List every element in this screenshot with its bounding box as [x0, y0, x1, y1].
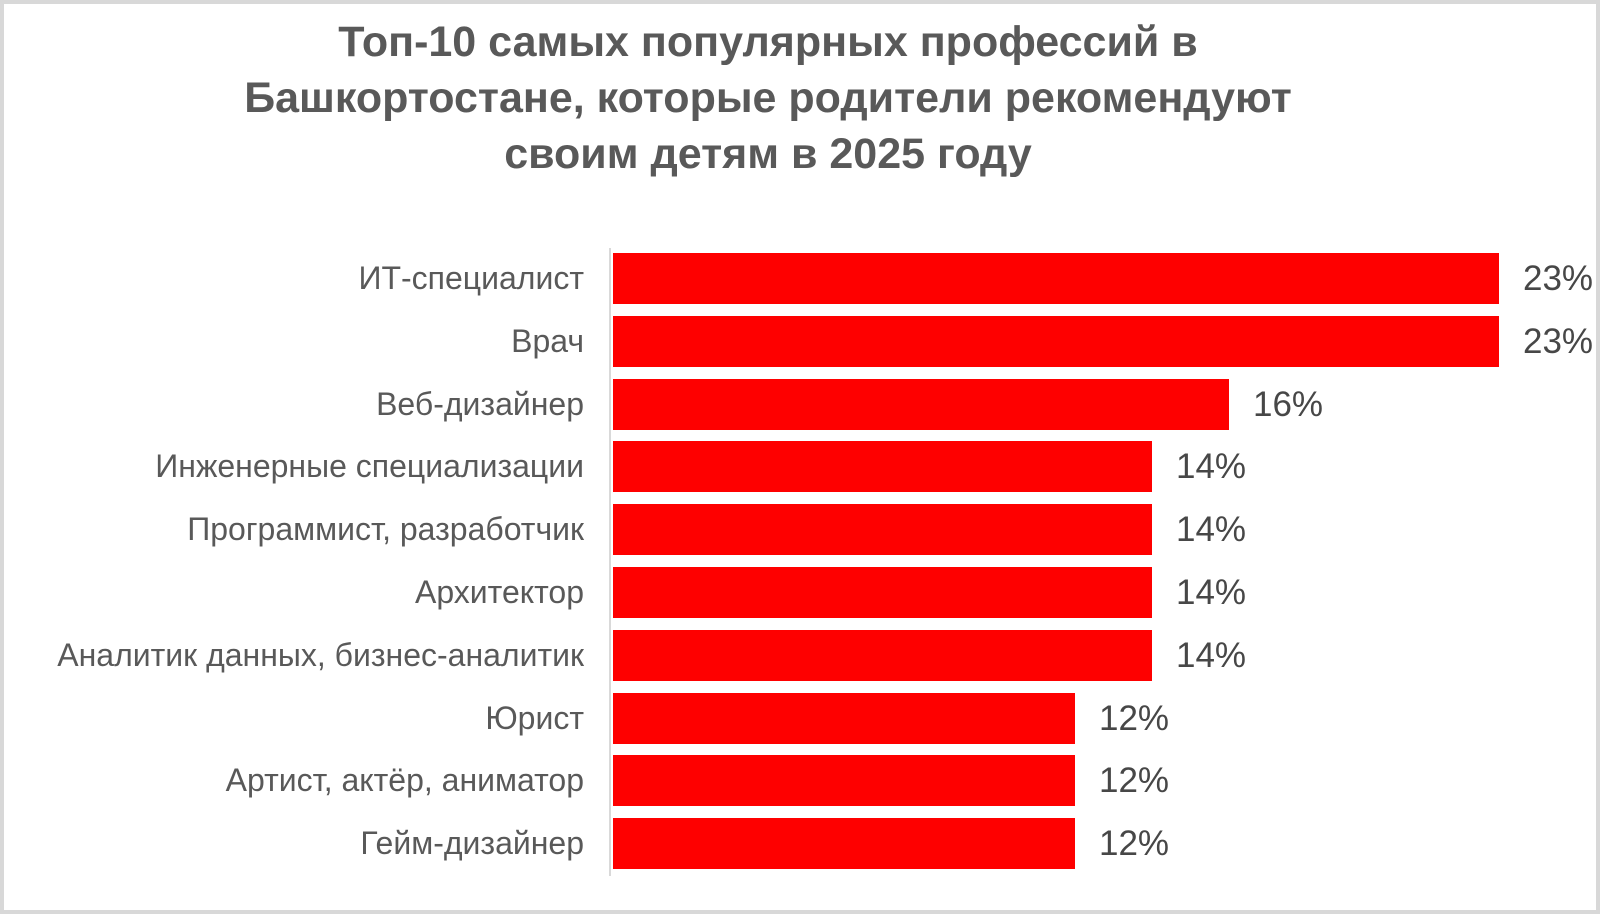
category-label: Врач — [511, 323, 584, 359]
bar — [613, 818, 1075, 869]
bar — [613, 630, 1152, 681]
bar — [613, 253, 1499, 304]
chart-title-line-1: Топ-10 самых популярных профессий в — [338, 18, 1198, 66]
value-label: 14% — [1176, 510, 1247, 549]
category-label: Артист, актёр, аниматор — [225, 762, 584, 798]
category-label: Аналитик данных, бизнес-аналитик — [57, 637, 584, 673]
category-label: Юрист — [485, 700, 584, 736]
bar — [613, 504, 1152, 555]
value-label: 12% — [1099, 824, 1170, 863]
value-label: 14% — [1176, 636, 1247, 675]
category-label: Инженерные специализации — [155, 448, 584, 484]
category-label: ИТ-специалист — [358, 260, 584, 296]
value-label: 14% — [1176, 573, 1247, 612]
value-label: 23% — [1523, 322, 1594, 361]
bar — [613, 755, 1075, 806]
bar — [613, 567, 1152, 618]
bar-chart-plot-area: ИТ-специалист 23% Врач 23% Веб-дизайнер 16% Ин… — [4, 4, 1596, 910]
bar — [613, 316, 1499, 367]
category-axis-line — [609, 248, 611, 876]
value-label: 16% — [1253, 385, 1324, 424]
bar — [613, 379, 1229, 430]
category-label: Веб-дизайнер — [376, 386, 584, 422]
category-label: Программист, разработчик — [187, 511, 584, 547]
value-label: 23% — [1523, 259, 1594, 298]
value-label: 12% — [1099, 761, 1170, 800]
category-label: Архитектор — [415, 574, 584, 610]
chart-title: Топ-10 самых популярных профессий в Башк… — [4, 14, 1532, 182]
category-label: Гейм-дизайнер — [360, 825, 584, 861]
bar — [613, 693, 1075, 744]
chart-title-line-2: Башкортостане, которые родители рекоменд… — [244, 74, 1292, 122]
value-label: 14% — [1176, 447, 1247, 486]
value-label: 12% — [1099, 699, 1170, 738]
bar — [613, 441, 1152, 492]
chart-title-line-3: своим детям в 2025 году — [504, 130, 1032, 178]
